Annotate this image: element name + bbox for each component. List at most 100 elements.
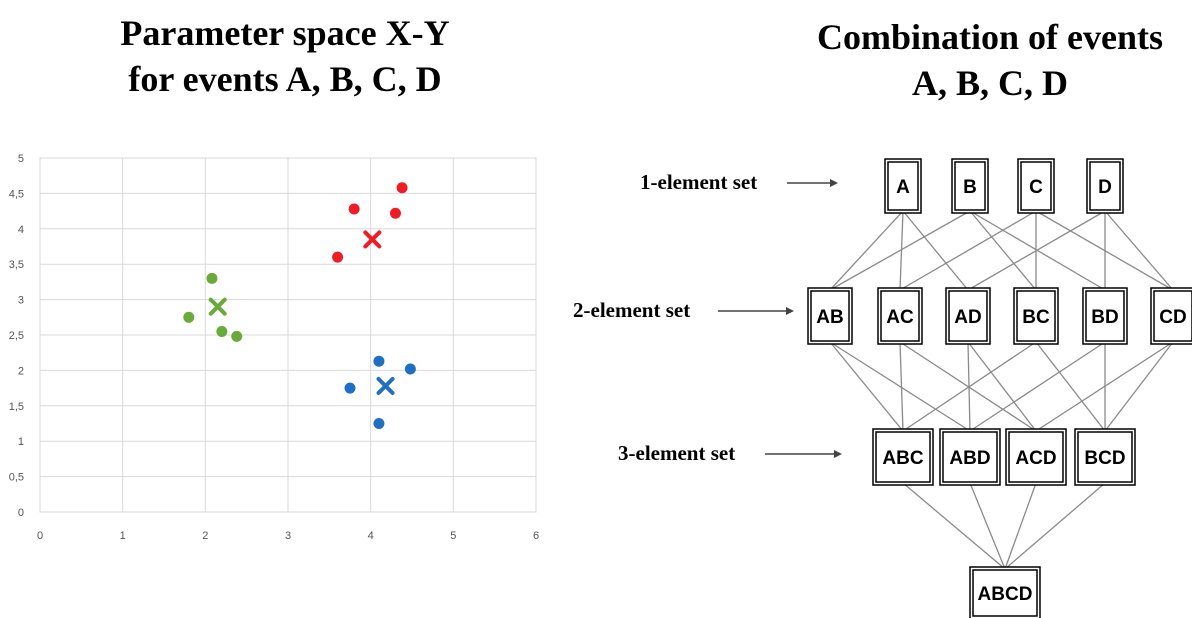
y-tick-label: 5: [18, 153, 24, 165]
lattice-edges: [829, 210, 1174, 570]
scatter-title-line-2: for events A, B, C, D: [128, 59, 442, 99]
scatter-chart: 0 1 2 3 4 5 6 0 0,5 1 1,5 2 2,5 3 3,5 4 4,5 5: [9, 153, 539, 542]
set-node-label: B: [963, 177, 977, 198]
set-label-row-1: 1-element set: [640, 170, 838, 194]
lattice-edge: [1035, 341, 1106, 432]
lattice-edge: [899, 210, 904, 291]
data-point: [206, 272, 218, 284]
set-label-row-3: 3-element set: [618, 441, 842, 465]
lattice-edge: [902, 341, 1037, 432]
set-node-cd: CD: [1150, 287, 1192, 345]
set-node-label: BC: [1022, 307, 1050, 328]
set-label-text: 3-element set: [618, 441, 735, 465]
x-tick-label: 0: [37, 530, 43, 542]
lattice-edge: [829, 210, 971, 291]
centroid-cross-mark: [208, 297, 227, 316]
set-node-ac: AC: [877, 287, 923, 345]
set-node-label: AB: [816, 307, 843, 328]
set-node-label: CD: [1159, 307, 1186, 328]
set-label-text: 2-element set: [573, 298, 690, 322]
data-point: [373, 355, 385, 367]
arrowhead-icon: [786, 307, 794, 315]
lattice-edge: [1004, 482, 1037, 570]
lattice-edge: [1035, 341, 1174, 432]
lattice-edge: [967, 341, 1037, 432]
set-labels: 1-element set 2-element set 3-element set: [573, 170, 842, 465]
set-label-row-2: 2-element set: [573, 298, 794, 322]
set-node-d: D: [1086, 158, 1124, 214]
set-node-label: ABC: [882, 448, 923, 469]
lattice-edge: [967, 210, 1106, 291]
set-node-abcd: ABCD: [969, 566, 1041, 618]
data-point: [348, 203, 360, 215]
scatter-title: Parameter space X-Y for events A, B, C, …: [60, 10, 510, 102]
x-tick-label: 1: [120, 530, 126, 542]
set-node-c: C: [1017, 158, 1055, 214]
data-point: [404, 363, 416, 375]
scatter-title-line-1: Parameter space X-Y: [120, 13, 450, 53]
lattice-edge: [967, 341, 971, 432]
arrowhead-icon: [830, 179, 838, 187]
data-point: [183, 311, 195, 323]
lattice-title-line-1: Combination of events: [816, 17, 1163, 57]
set-node-acd: ACD: [1005, 428, 1067, 486]
axis-ticks: 0 1 2 3 4 5 6 0 0,5 1 1,5 2 2,5 3 3,5 4 4,5 5: [9, 153, 539, 542]
lattice-edge: [829, 341, 971, 432]
lattice-edge: [829, 341, 904, 432]
y-tick-label: 0,5: [9, 472, 24, 484]
set-node-bc: BC: [1013, 287, 1059, 345]
lattice-edge: [899, 341, 1037, 432]
set-node-abd: ABD: [939, 428, 1001, 486]
y-tick-label: 4: [18, 224, 24, 236]
y-tick-label: 2,5: [9, 330, 24, 342]
lattice-edge: [829, 210, 904, 291]
set-node-abc: ABC: [872, 428, 934, 486]
set-node-bcd: BCD: [1074, 428, 1136, 486]
set-node-label: ABD: [949, 448, 990, 469]
set-node-label: A: [896, 177, 910, 198]
data-marks: [183, 182, 416, 429]
lattice-title-line-2: A, B, C, D: [911, 63, 1068, 103]
x-tick-label: 5: [450, 530, 456, 542]
arrowhead-icon: [834, 450, 842, 458]
lattice-edge: [1004, 482, 1106, 570]
lattice-edge: [969, 341, 1106, 432]
set-node-a: A: [884, 158, 922, 214]
x-tick-label: 6: [533, 530, 539, 542]
lattice-edge: [969, 210, 1106, 291]
y-tick-label: 1: [18, 436, 24, 448]
set-node-label: ABCD: [978, 584, 1033, 605]
set-node-label: D: [1098, 177, 1112, 198]
y-tick-label: 4,5: [9, 188, 24, 200]
x-tick-label: 2: [202, 530, 208, 542]
data-point: [231, 330, 243, 342]
set-node-label: BD: [1091, 307, 1118, 328]
y-tick-label: 3: [18, 295, 24, 307]
set-label-text: 1-element set: [640, 170, 757, 194]
lattice-edge: [899, 210, 1037, 291]
lattice-edge: [902, 210, 969, 291]
data-point: [332, 251, 344, 263]
data-point: [373, 418, 385, 429]
set-node-bd: BD: [1082, 287, 1128, 345]
grid-lines: [39, 157, 537, 513]
lattice-title: Combination of events A, B, C, D: [790, 14, 1190, 106]
lattice-edge: [899, 341, 904, 432]
set-node-label: C: [1029, 177, 1043, 198]
set-node-ad: AD: [945, 287, 991, 345]
set-node-label: ACD: [1015, 448, 1056, 469]
data-point: [396, 182, 408, 194]
y-tick-label: 3,5: [9, 259, 24, 271]
set-node-ab: AB: [807, 287, 853, 345]
data-point: [344, 382, 356, 394]
set-node-label: AC: [886, 307, 914, 328]
centroid-cross-mark: [363, 230, 382, 249]
data-point: [389, 207, 401, 219]
set-node-b: B: [951, 158, 989, 214]
x-tick-label: 4: [368, 530, 374, 542]
x-tick-label: 3: [285, 530, 291, 542]
data-point: [216, 325, 228, 337]
y-tick-label: 2: [18, 365, 24, 377]
y-tick-label: 0: [18, 507, 24, 519]
